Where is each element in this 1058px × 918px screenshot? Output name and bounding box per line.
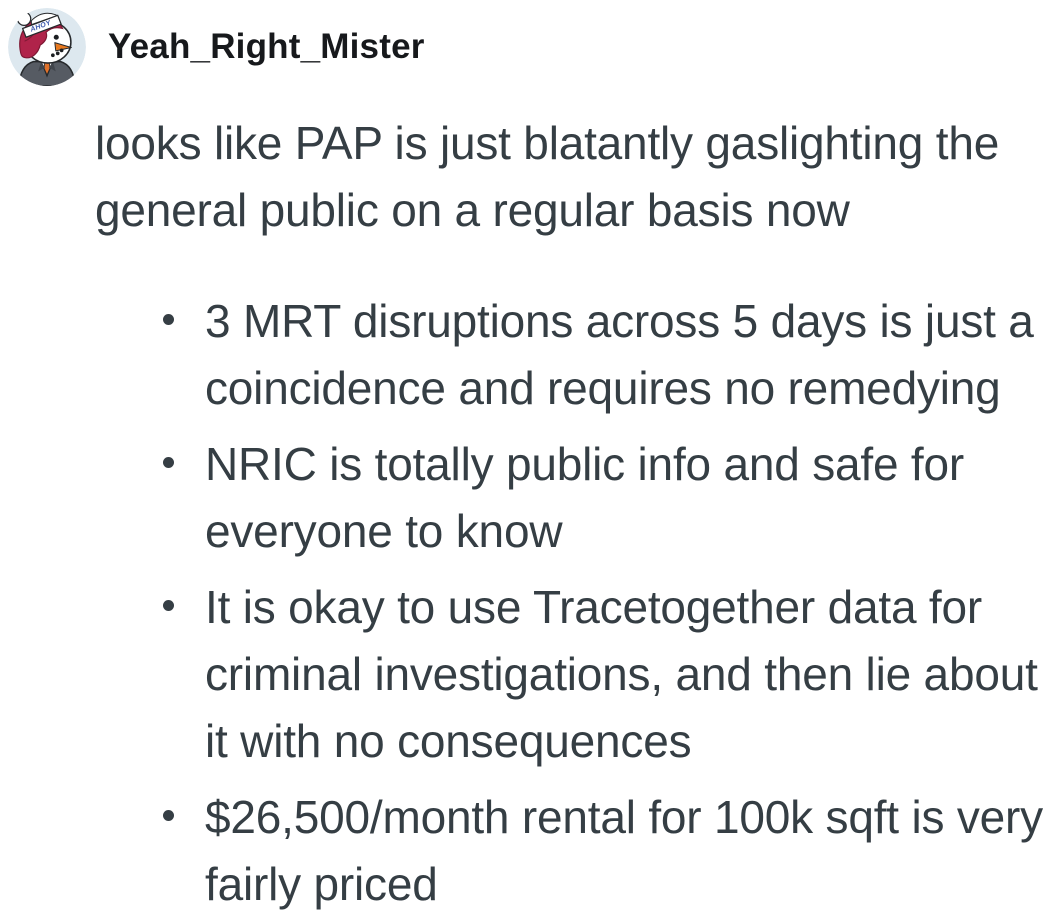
username[interactable]: Yeah_Right_Mister xyxy=(108,27,425,66)
avatar[interactable]: AHOY xyxy=(8,8,86,86)
avatar-hat-band xyxy=(21,14,62,38)
bullet-item: 3 MRT disruptions across 5 days is just … xyxy=(163,288,1055,422)
comment-paragraph: looks like PAP is just blatantly gasligh… xyxy=(95,117,1000,236)
bullet-item: $26,500/month rental for 100k sqft is ve… xyxy=(163,784,1055,918)
snoovatar-image: AHOY xyxy=(8,8,86,86)
avatar-suit xyxy=(17,60,77,86)
avatar-carrot-nose xyxy=(54,42,72,52)
bullet-item: NRIC is totally public info and safe for… xyxy=(163,431,1055,565)
comment-bullet-list: 3 MRT disruptions across 5 days is just … xyxy=(95,288,1055,918)
avatar-hat-pompom xyxy=(16,11,32,26)
avatar-eye xyxy=(53,34,59,40)
comment-body: looks like PAP is just blatantly gasligh… xyxy=(95,110,1055,918)
comment-header: AHOY Yeah_Right_Mister xyxy=(8,8,1058,86)
bullet-item: It is okay to use Tracetogether data for… xyxy=(163,574,1055,775)
